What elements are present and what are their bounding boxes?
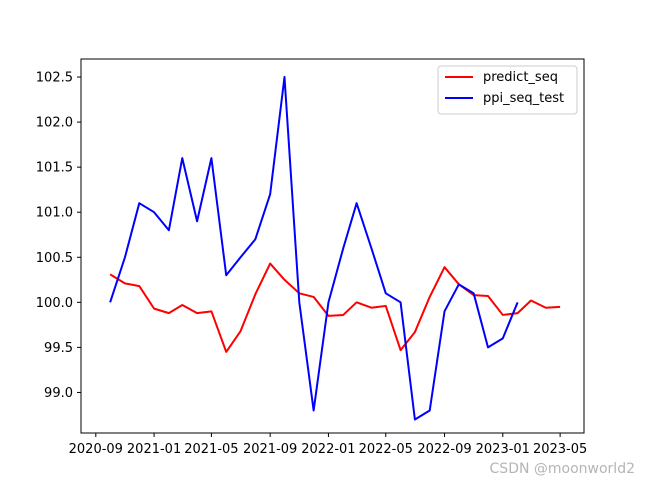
series-line-ppi-seq-test	[109, 76, 519, 421]
x-tick-label: 2023-01	[476, 442, 530, 457]
y-axis: 99.0 99.5 100.0 100.5 101.0 101.5 102.0 102.5	[36, 71, 81, 401]
plot-frame	[80, 58, 585, 434]
x-tick-label: 2021-01	[127, 442, 181, 457]
x-tick-label: 2022-09	[417, 442, 471, 457]
x-axis: 2020-09 2021-01 2021-05 2021-09 2022-01 2022-…	[69, 433, 587, 457]
x-tick-label: 2022-01	[301, 442, 355, 457]
watermark: CSDN @moonworld2	[489, 461, 635, 477]
y-tick-label: 99.0	[44, 386, 73, 401]
y-tick-label: 102.5	[36, 71, 73, 86]
legend-label-ppi-seq-test: ppi_seq_test	[483, 91, 564, 106]
series-layer	[109, 76, 561, 421]
x-tick-label: 2023-05	[533, 442, 587, 457]
series-line-predict-seq	[109, 262, 561, 353]
y-tick-label: 99.5	[44, 341, 73, 356]
x-tick-label: 2021-05	[184, 442, 238, 457]
x-tick-label: 2022-05	[359, 442, 413, 457]
y-tick-label: 101.5	[36, 161, 73, 176]
y-tick-label: 100.5	[36, 251, 73, 266]
y-tick-label: 100.0	[36, 296, 73, 311]
x-tick-label: 2020-09	[69, 442, 123, 457]
x-tick-label: 2021-09	[243, 442, 297, 457]
legend: predict_seq ppi_seq_test	[437, 65, 578, 115]
y-tick-label: 102.0	[36, 116, 73, 131]
y-tick-label: 101.0	[36, 206, 73, 221]
legend-label-predict-seq: predict_seq	[483, 70, 558, 85]
